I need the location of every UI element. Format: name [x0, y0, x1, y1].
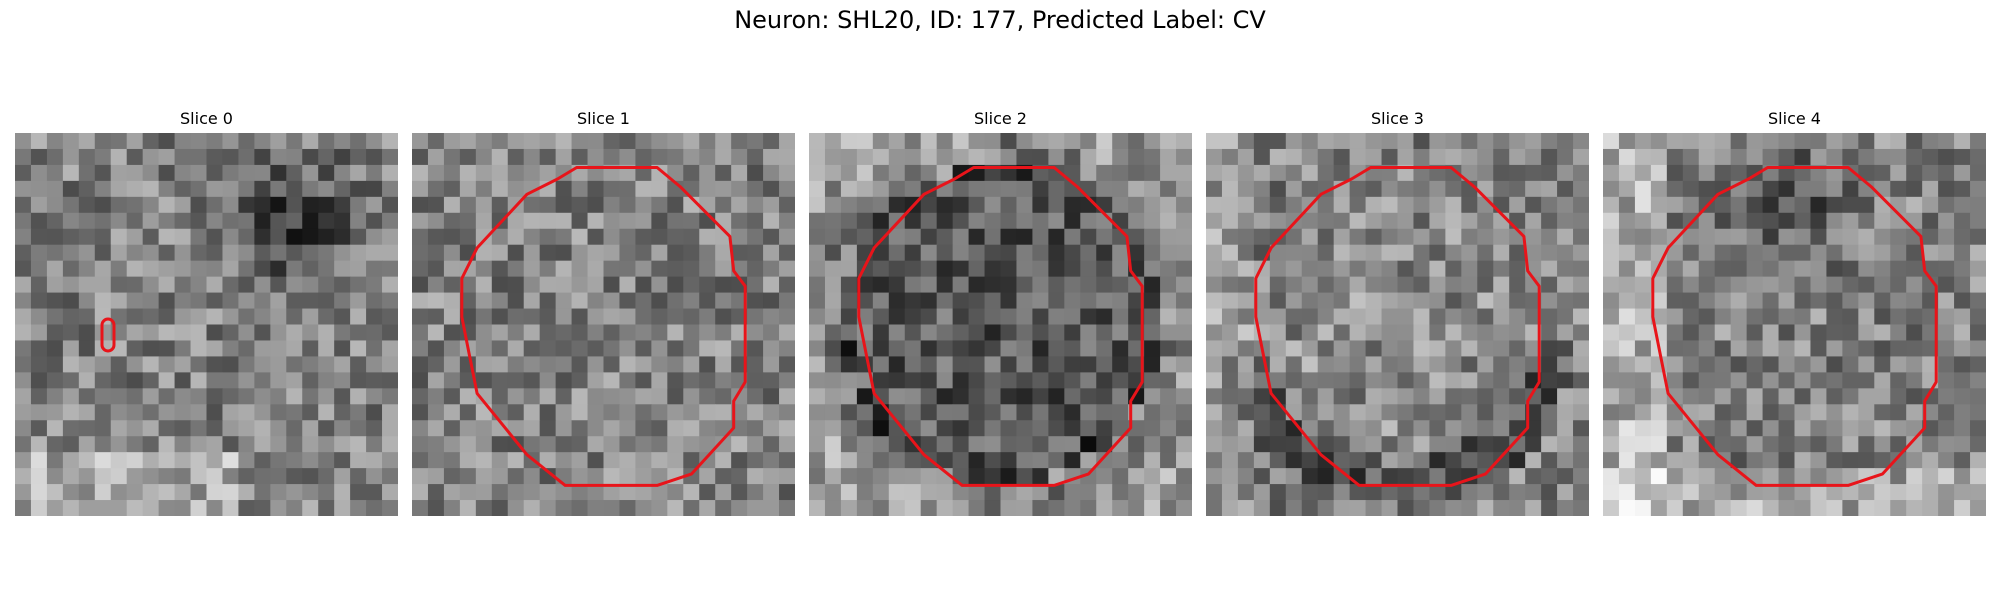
slice-title: Slice 0 [180, 109, 233, 128]
slice-title: Slice 2 [974, 109, 1027, 128]
segmentation-contour [1254, 166, 1541, 487]
slice-image [1603, 133, 1986, 516]
slice-panel-1: Slice 1 [412, 108, 795, 516]
segmentation-contour [460, 166, 747, 487]
slice-title: Slice 4 [1768, 109, 1821, 128]
figure-title: Neuron: SHL20, ID: 177, Predicted Label:… [734, 6, 1266, 34]
slice-image [809, 133, 1192, 516]
slice-panel-3: Slice 3 [1206, 108, 1589, 516]
slice-title: Slice 3 [1371, 109, 1424, 128]
slice-image [1206, 133, 1589, 516]
slice-image [412, 133, 795, 516]
segmentation-contour [857, 166, 1144, 487]
slice-panel-4: Slice 4 [1603, 108, 1986, 516]
segmentation-contour [100, 317, 116, 353]
slice-image [15, 133, 398, 516]
slice-title: Slice 1 [577, 109, 630, 128]
segmentation-contour [1651, 166, 1938, 487]
slice-panel-2: Slice 2 [809, 108, 1192, 516]
slice-panel-0: Slice 0 [15, 108, 398, 516]
